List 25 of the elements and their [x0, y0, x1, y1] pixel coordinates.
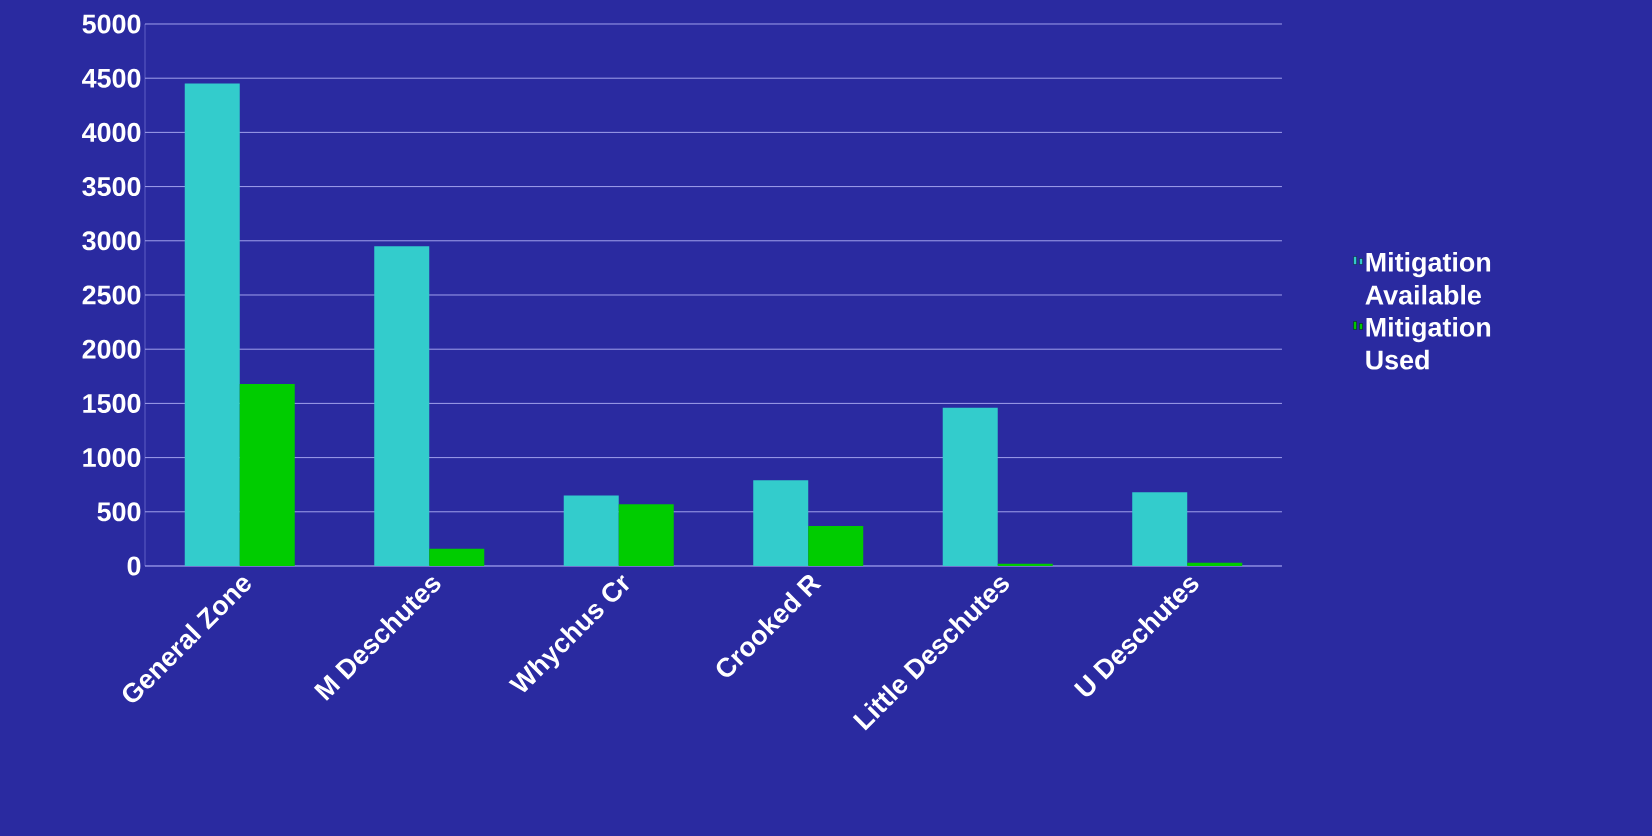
y-tick-label: 1000 — [83, 448, 141, 468]
bar — [429, 548, 485, 566]
bar — [808, 525, 864, 566]
y-tick-label: 1500 — [83, 393, 141, 413]
legend-label: Mitigation Available — [1365, 252, 1491, 305]
y-tick-label: 2500 — [82, 285, 141, 305]
bar — [563, 495, 619, 566]
y-tick-label: 3500 — [82, 177, 141, 197]
y-tick-label: 5000 — [82, 14, 141, 34]
bar — [618, 504, 674, 566]
bar — [184, 83, 240, 566]
bar — [1132, 492, 1188, 566]
bar — [997, 563, 1053, 566]
y-tick-label: 2000 — [82, 339, 141, 359]
bar — [1187, 562, 1243, 566]
y-tick-label: 500 — [97, 502, 141, 522]
y-tick-label: 4000 — [82, 122, 141, 142]
bar — [753, 480, 809, 566]
y-tick-label: 0 — [127, 556, 141, 576]
bar — [239, 383, 295, 566]
y-tick-label: 3000 — [82, 231, 141, 251]
bar — [374, 246, 430, 566]
y-tick-label: 4500 — [82, 68, 141, 88]
legend-label: Mitigation Used — [1366, 316, 1491, 370]
bar — [942, 407, 998, 566]
